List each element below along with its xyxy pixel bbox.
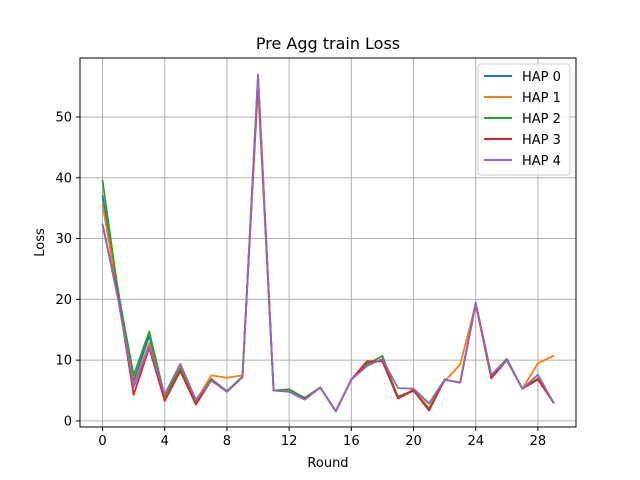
legend-label: HAP 0 (522, 70, 561, 85)
x-axis-title: Round (307, 456, 348, 471)
plot-frame (79, 57, 577, 428)
legend-label: HAP 2 (522, 112, 561, 127)
legend-label: HAP 1 (522, 91, 561, 106)
axis-ticks: 0 4 8 12 16 20 24 28 0 10 20 30 40 50 (55, 110, 546, 449)
x-tick-label: 8 (223, 434, 231, 449)
legend-label: HAP 3 (522, 133, 561, 148)
x-tick-label: 20 (405, 434, 422, 449)
x-tick-label: 24 (467, 434, 484, 449)
x-tick-label: 12 (281, 434, 298, 449)
y-tick-label: 0 (64, 414, 72, 429)
legend: HAP 0 HAP 1 HAP 2 HAP 3 HAP 4 (477, 63, 571, 176)
series-lines (101, 73, 555, 413)
x-tick-label: 28 (530, 434, 547, 449)
legend-box (477, 63, 571, 176)
legend-label: HAP 4 (522, 154, 561, 169)
y-tick-label: 10 (55, 354, 72, 369)
y-tick-label: 30 (55, 232, 72, 247)
chart-title: Pre Agg train Loss (256, 34, 400, 53)
y-tick-label: 20 (55, 293, 72, 308)
x-tick-label: 0 (98, 434, 106, 449)
x-tick-label: 16 (343, 434, 360, 449)
y-tick-label: 50 (55, 110, 72, 125)
y-axis-title: Loss (33, 228, 48, 257)
x-tick-label: 4 (161, 434, 169, 449)
y-tick-label: 40 (55, 171, 72, 186)
series-line-hap-4 (101, 73, 555, 413)
